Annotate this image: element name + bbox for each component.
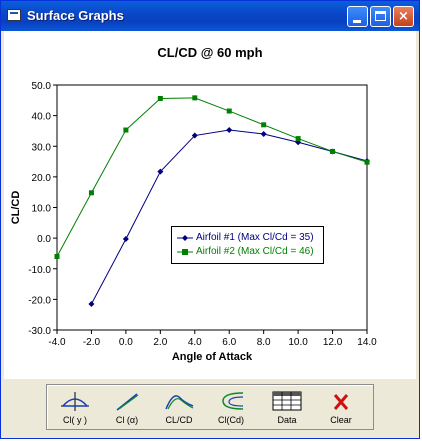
maximize-button[interactable] [370, 6, 391, 27]
legend-marker-airfoil-1 [177, 235, 193, 241]
data-point-airfoil-1 [88, 300, 95, 307]
cl-cd-icon [165, 395, 194, 410]
series-line-1 [91, 129, 368, 305]
data-point-airfoil-2 [261, 122, 267, 128]
clear-button[interactable]: Clear [319, 389, 363, 427]
line-chart: -4.0 -2.0 0.0 2.0 4.0 6.0 8.0 10.0 12.0 14.0 50.0 4… [10, 81, 377, 363]
y-tick-label: -30.0 [28, 326, 51, 337]
minimize-icon [353, 20, 361, 23]
x-tick-label: -4.0 [48, 337, 66, 348]
data-point-airfoil-1 [122, 236, 129, 243]
data-point-airfoil-2 [330, 148, 336, 154]
data-point-airfoil-1 [226, 127, 233, 134]
title-bar[interactable]: Surface Graphs × [1, 1, 419, 31]
cl-y-label: Cl( y ) [63, 415, 87, 425]
y-tick-label: -10.0 [28, 265, 51, 276]
data-point-airfoil-2 [226, 108, 232, 114]
data-point-airfoil-2 [123, 127, 129, 133]
x-tick-label: 8.0 [257, 337, 271, 348]
x-tick-label: 10.0 [288, 337, 308, 348]
x-tick-label: 6.0 [222, 337, 236, 348]
legend-label-airfoil-2: Airfoil #2 (Max Cl/Cd = 46) [196, 246, 314, 257]
data-point-airfoil-1 [191, 132, 198, 139]
y-tick-label: 0.0 [37, 234, 51, 245]
clear-x-icon [333, 394, 349, 410]
cl-y-icon [61, 392, 89, 411]
cl-cd-label: CL/CD [165, 415, 193, 425]
clear-label: Clear [330, 415, 352, 425]
data-point-airfoil-2 [157, 95, 163, 101]
cl-y-button[interactable]: Cl( y ) [53, 389, 97, 427]
legend-marker-airfoil-2 [177, 249, 193, 255]
cl-of-cd-icon [222, 392, 244, 410]
legend-label-airfoil-1: Airfoil #1 (Max Cl/Cd = 35) [196, 232, 314, 243]
x-tick-label: 4.0 [188, 337, 202, 348]
window-title: Surface Graphs [27, 8, 124, 23]
data-point-airfoil-2 [54, 254, 60, 259]
close-button[interactable]: × [393, 6, 414, 27]
cl-alpha-button[interactable]: Cl (α) [105, 389, 149, 427]
cl-of-cd-label: Cl(Cd) [218, 415, 244, 425]
x-tick-label: 0.0 [119, 337, 133, 348]
data-point-airfoil-2 [88, 190, 94, 196]
cl-alpha-icon [116, 393, 139, 411]
y-tick-label: 30.0 [32, 142, 52, 153]
data-point-airfoil-2 [192, 95, 198, 101]
y-tick-label: 50.0 [32, 81, 52, 92]
series-line-2 [56, 97, 368, 257]
y-tick-label: 10.0 [32, 204, 52, 215]
bottom-toolbar-area: Cl( y ) Cl (α) CL/CD [4, 379, 416, 437]
x-tick-label: 12.0 [323, 337, 343, 348]
maximize-icon [375, 11, 386, 21]
y-tick-label: -20.0 [28, 295, 51, 306]
data-button[interactable]: Data [265, 389, 309, 427]
cl-cd-button[interactable]: CL/CD [157, 389, 201, 427]
app-icon[interactable] [7, 9, 21, 21]
cl-of-cd-button[interactable]: Cl(Cd) [209, 389, 253, 427]
y-axis-label: CL/CD [10, 191, 22, 225]
plot-frame [56, 84, 368, 331]
data-label: Data [277, 415, 297, 425]
y-tick-label: 20.0 [32, 173, 52, 184]
minimize-button[interactable] [347, 6, 368, 27]
x-tick-label: 2.0 [153, 337, 167, 348]
y-tick-label: 40.0 [32, 112, 52, 123]
graph-toolbar: Cl( y ) Cl (α) CL/CD [46, 384, 374, 430]
cl-alpha-label: Cl (α) [115, 415, 139, 425]
data-point-airfoil-1 [260, 131, 267, 137]
data-point-airfoil-1 [157, 168, 164, 175]
x-tick-label: -2.0 [83, 337, 101, 348]
chart-area: CL/CD @ 60 mph -4.0 -2.0 0.0 2.0 4.0 6.0 8.0 10… [4, 31, 416, 379]
data-point-airfoil-2 [295, 136, 301, 142]
chart-legend: Airfoil #1 (Max Cl/Cd = 35) Airfoil #2 (… [171, 226, 324, 264]
x-axis-label: Angle of Attack [172, 351, 253, 363]
data-table-icon [272, 391, 302, 411]
x-tick-label: 14.0 [357, 337, 377, 348]
data-point-airfoil-2 [364, 159, 370, 165]
chart-title: CL/CD @ 60 mph [157, 45, 263, 60]
